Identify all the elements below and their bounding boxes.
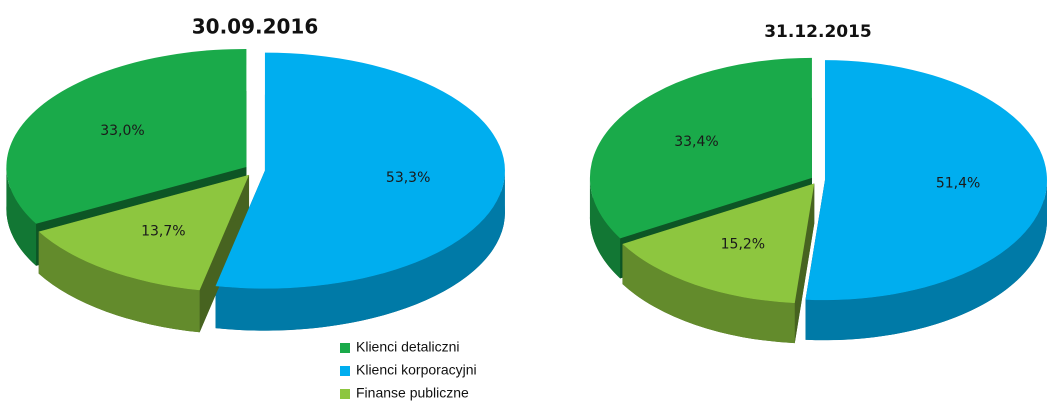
chart-title: 30.09.2016 [192, 15, 319, 39]
data-label: 13,7% [141, 224, 185, 240]
chart-title: 31.12.2015 [764, 22, 872, 42]
legend-label: Finanse publiczne [356, 385, 469, 401]
legend-label: Klienci korporacyjni [356, 362, 477, 378]
slice [622, 183, 815, 304]
legend-swatch [340, 343, 350, 353]
legend-swatch [340, 366, 350, 376]
slice [589, 57, 812, 239]
slice-side [805, 180, 1047, 341]
slice [38, 174, 250, 291]
data-label: 51,4% [936, 175, 980, 191]
slice-side [589, 177, 621, 279]
slice-side [622, 243, 795, 344]
data-label: 15,2% [721, 236, 765, 252]
data-label: 53,3% [386, 170, 430, 186]
slice [215, 52, 505, 289]
data-label: 33,0% [100, 123, 144, 139]
slice [805, 60, 1047, 301]
legend-label: Klienci detaliczni [356, 339, 460, 355]
slice-side [38, 231, 200, 333]
data-label: 33,4% [674, 134, 718, 150]
slice-side [6, 166, 37, 266]
legend-swatch [340, 389, 350, 399]
slice-side [215, 170, 505, 331]
slice [6, 48, 247, 224]
